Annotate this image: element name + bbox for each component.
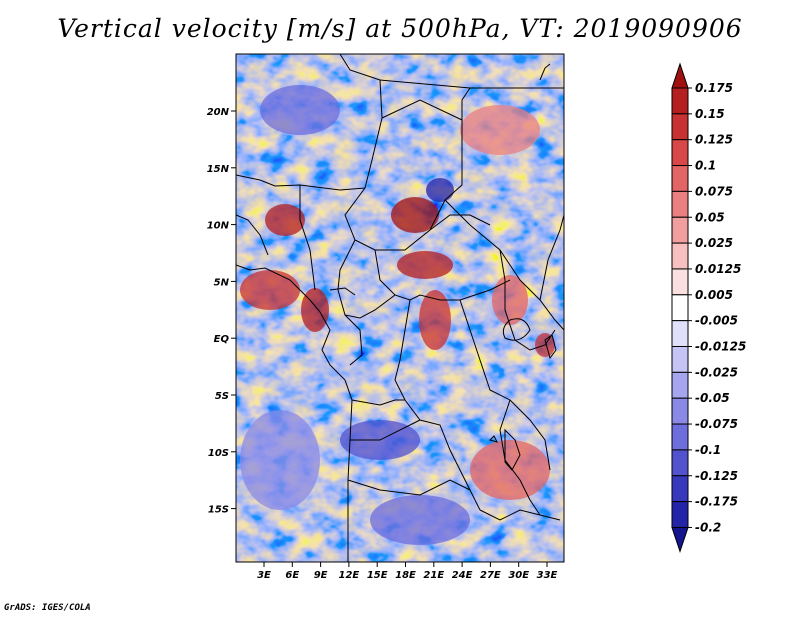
colorbar-arrow-bottom [671,526,689,554]
lon-tick-label: 15E [367,570,388,581]
colorbar-swatch [671,501,689,528]
colorbar-swatch [671,371,689,399]
longitude-axis: 3E 6E 9E 12E 15E 18E 21E 24E 27E 30E 33E [257,562,558,581]
colorbar-label: 0.05 [695,210,725,224]
lon-tick-label: 21E [423,570,444,581]
colorbar-label: -0.025 [695,365,738,379]
colorbar-arrow-top [671,62,689,89]
colorbar-label: 0.005 [695,288,733,302]
map-frame [235,53,565,563]
colorbar-swatch [671,449,689,477]
colorbar-swatch [671,113,689,141]
colorbar-swatch [671,268,689,296]
colorbar: 0.175 0.15 0.125 0.1 0.075 0.05 0.025 0.0125 0.0… [671,62,746,554]
colorbar-swatch [671,216,689,244]
colorbar-label: 0.075 [695,184,733,198]
grads-credit: GrADS: IGES/COLA [4,603,91,613]
lon-tick-label: 9E [314,570,328,581]
colorbar-swatch [671,139,689,167]
colorbar-label: 0.1 [695,159,716,173]
colorbar-label: -0.005 [695,314,738,328]
colorbar-label: -0.2 [695,520,721,534]
colorbar-swatch [671,423,689,451]
colorbar-swatch [671,475,689,503]
lon-tick-label: 33E [537,570,558,581]
lon-tick-label: 12E [339,570,360,581]
colorbar-label: 0.025 [695,236,733,250]
lon-tick-label: 30E [508,570,529,581]
colorbar-label: -0.175 [695,495,738,509]
lat-tick-label: EQ [214,334,230,345]
velocity-field [236,54,564,562]
lat-tick-label: 10N [207,221,230,232]
colorbar-swatch [671,294,689,322]
latitude-axis: 20N 15N 10N 5N EQ 5S 10S 15S [207,107,236,516]
lat-tick-label: 15N [207,164,230,175]
lon-tick-label: 27E [480,570,501,581]
lat-tick-label: 20N [207,107,230,118]
lat-tick-label: 15S [208,505,229,516]
colorbar-label: 0.125 [695,133,733,147]
chart-title: Vertical velocity [m/s] at 500hPa, VT: 2… [57,14,743,43]
country-borders [236,54,564,562]
colorbar-label: 0.175 [695,81,733,95]
colorbar-label: -0.05 [695,391,730,405]
colorbar-swatch [671,320,689,347]
lon-tick-label: 24E [452,570,473,581]
colorbar-swatch [671,190,689,218]
colorbar-swatch [671,397,689,425]
lat-tick-label: 5N [214,277,230,288]
lon-tick-label: 18E [395,570,416,581]
lat-tick-label: 10S [208,448,229,459]
colorbar-label: -0.125 [695,469,738,483]
colorbar-swatch [671,346,689,373]
colorbar-swatch [671,165,689,192]
lon-tick-label: 3E [257,570,271,581]
colorbar-label: 0.15 [695,107,725,121]
lat-tick-label: 5S [215,391,229,402]
colorbar-label: 0.0125 [695,262,741,276]
colorbar-label: -0.075 [695,417,738,431]
colorbar-swatch [671,242,689,270]
lon-tick-label: 6E [285,570,299,581]
colorbar-swatch [671,87,689,115]
colorbar-label: -0.0125 [695,340,746,354]
colorbar-label: -0.1 [695,443,721,457]
